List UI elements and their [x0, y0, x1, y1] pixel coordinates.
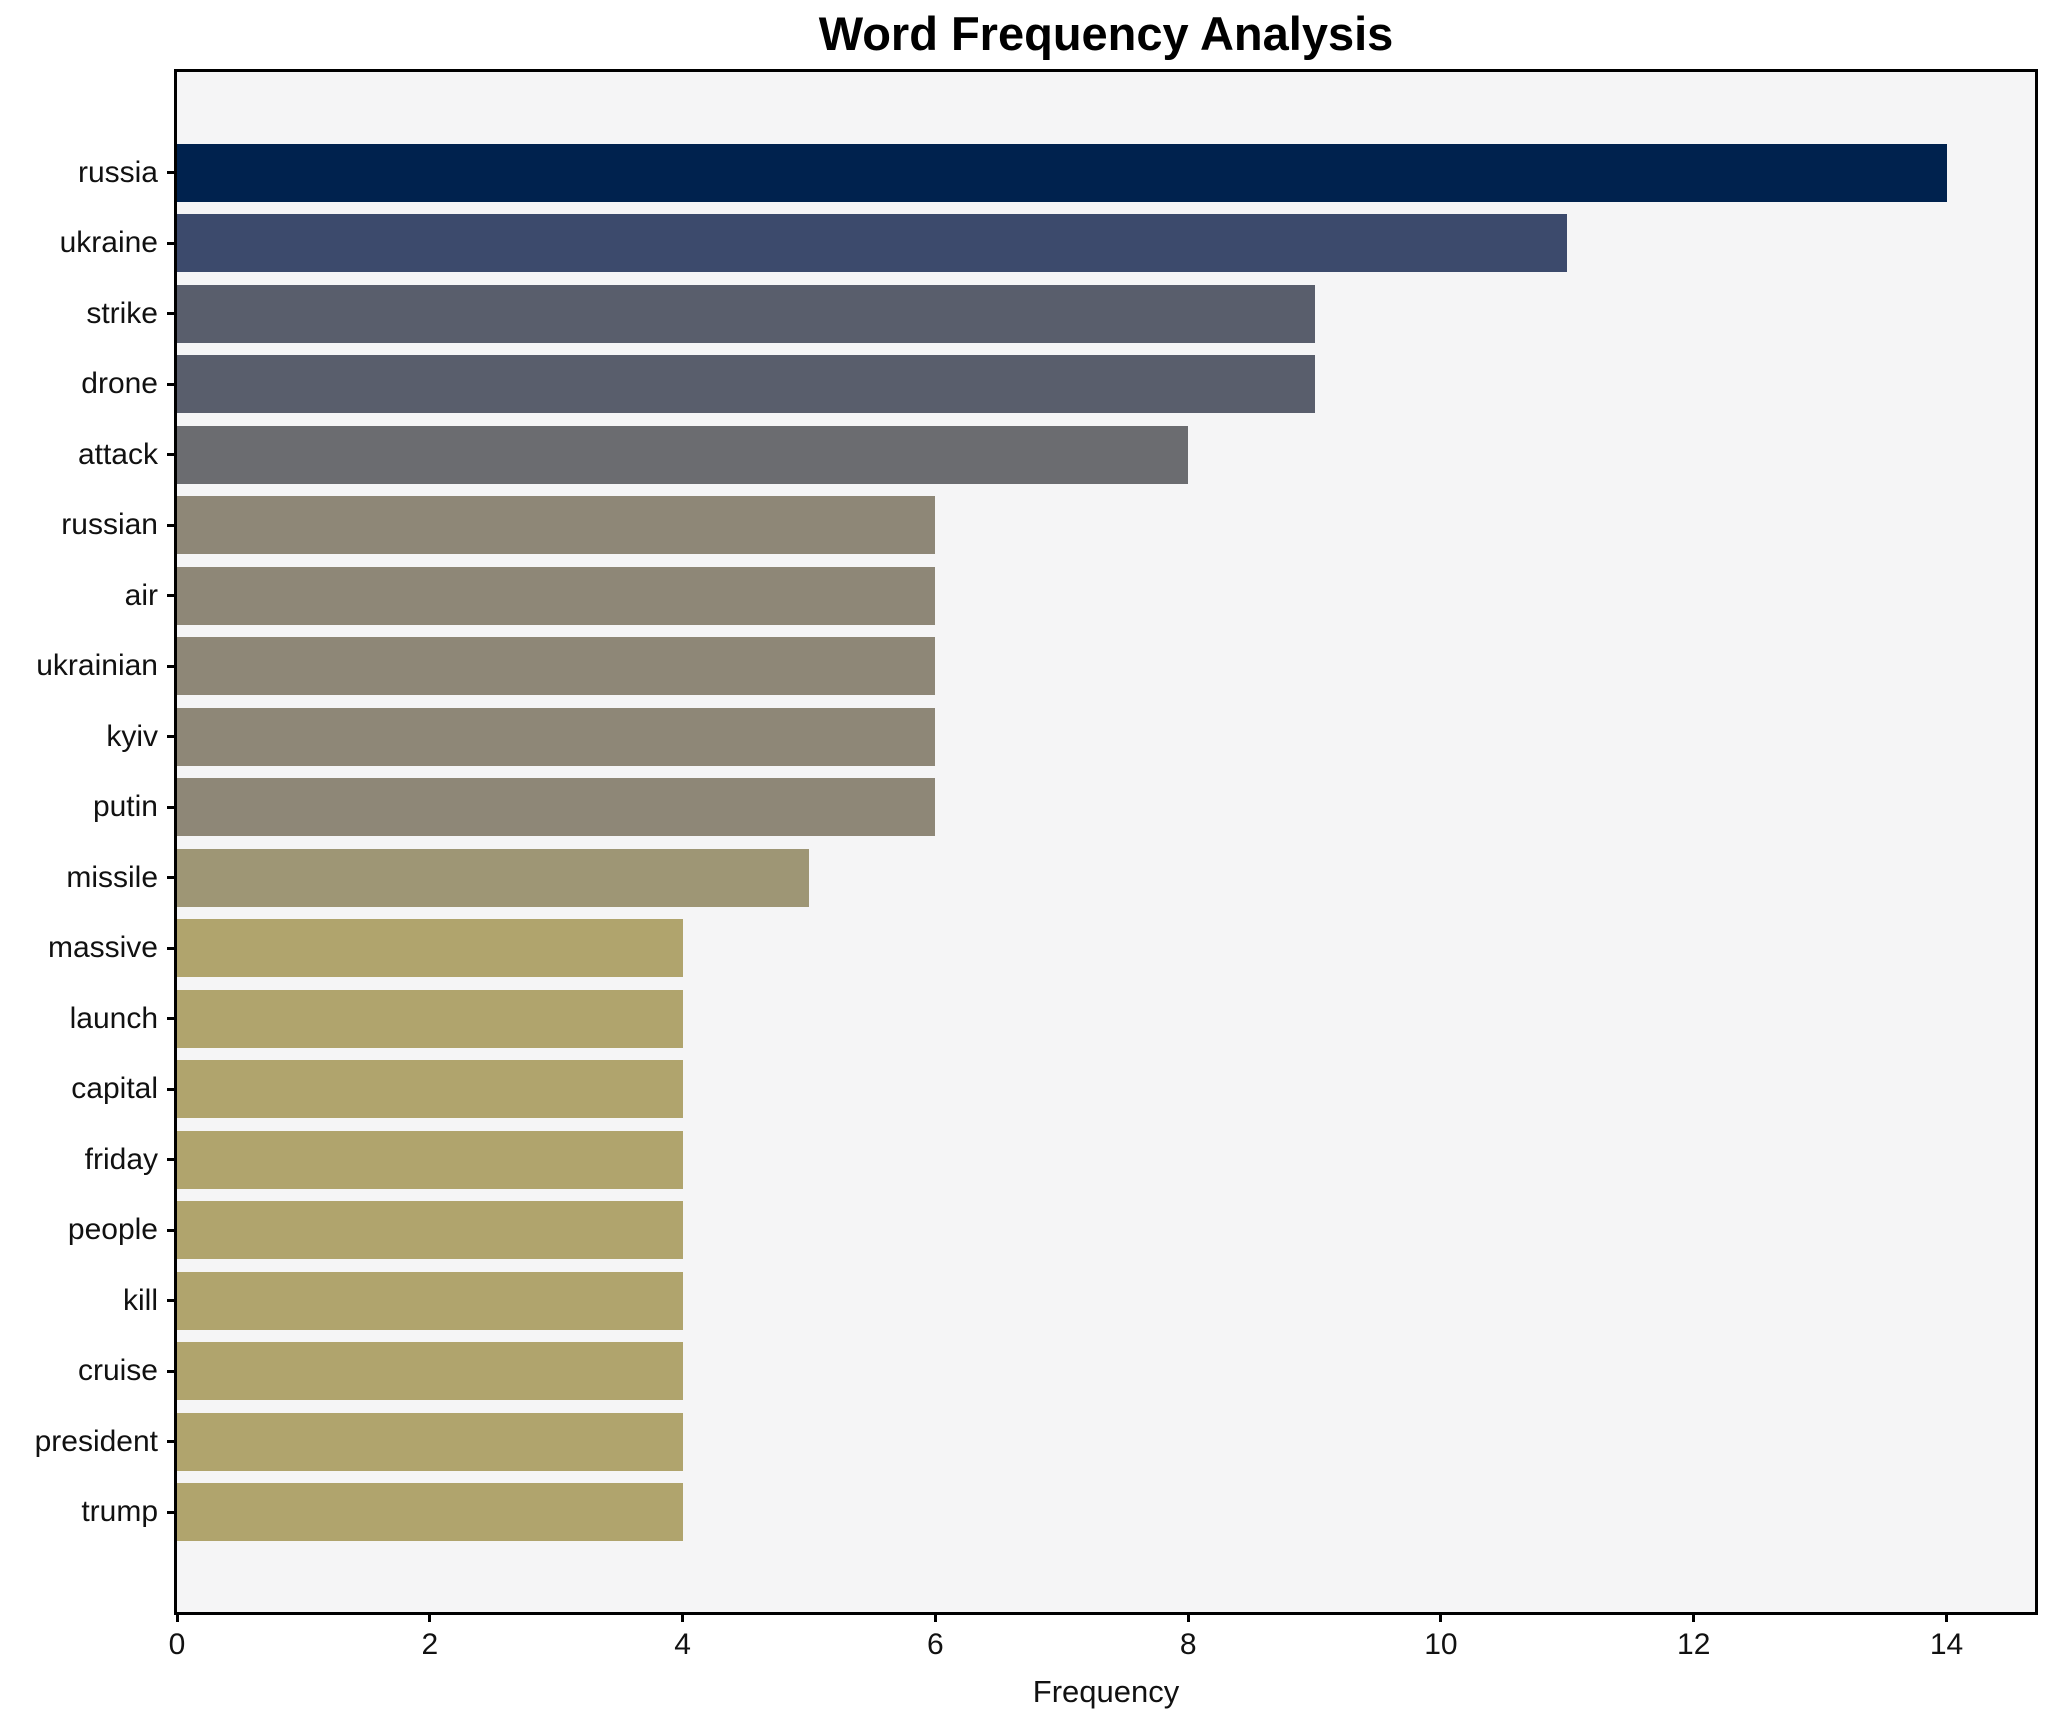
ytick-mark-capital [167, 1087, 177, 1091]
xtick-mark-0 [175, 1612, 179, 1622]
bar-drone [177, 355, 1315, 413]
xtick-mark-10 [1439, 1612, 1443, 1622]
bar-launch [177, 989, 683, 1048]
ytick-mark-kill [167, 1299, 177, 1302]
ytick-label-kyiv: kyiv [106, 719, 158, 753]
ytick-label-president: president [34, 1424, 158, 1458]
ytick-label-friday: friday [84, 1142, 158, 1176]
bar-capital [177, 1060, 683, 1118]
ytick-label-russia: russia [77, 155, 158, 189]
ytick-label-missile: missile [66, 860, 158, 894]
bar-trump [177, 1483, 683, 1541]
ytick-label-cruise: cruise [77, 1354, 158, 1387]
xtick-label-8: 8 [1179, 1628, 1197, 1661]
bar-putin [177, 778, 936, 836]
ytick-label-air: air [124, 578, 158, 612]
ytick-label-attack: attack [77, 437, 158, 471]
ytick-mark-attack [167, 453, 177, 456]
bar-attack [177, 425, 1189, 484]
bar-ukrainian [177, 637, 936, 695]
ytick-label-russian: russian [61, 508, 158, 541]
xtick-mark-12 [1692, 1612, 1696, 1622]
xtick-mark-14 [1945, 1612, 1949, 1622]
ytick-mark-missile [167, 876, 177, 879]
ytick-mark-cruise [167, 1369, 177, 1373]
ytick-mark-russia [167, 171, 177, 174]
bar-russia [177, 143, 1947, 202]
bar-cruise [177, 1342, 683, 1400]
ytick-label-ukrainian: ukrainian [36, 649, 158, 682]
xtick-mark-4 [681, 1612, 685, 1622]
ytick-mark-drone [167, 382, 177, 386]
ytick-mark-friday [167, 1158, 177, 1161]
xtick-label-6: 6 [927, 1628, 944, 1661]
bar-kill [177, 1271, 683, 1330]
bar-missile [177, 848, 809, 907]
ytick-mark-ukrainian [167, 664, 177, 668]
ytick-mark-president [167, 1440, 177, 1443]
ytick-label-capital: capital [71, 1072, 158, 1105]
ytick-mark-strike [167, 312, 177, 315]
bar-strike [177, 284, 1315, 343]
ytick-mark-launch [167, 1017, 177, 1020]
xtick-label-14: 14 [1929, 1628, 1964, 1661]
ytick-label-drone: drone [81, 367, 158, 400]
bar-people [177, 1201, 683, 1259]
ytick-mark-massive [167, 946, 177, 950]
ytick-label-launch: launch [69, 1001, 158, 1035]
bar-ukraine [177, 214, 1568, 272]
ytick-label-putin: putin [92, 790, 158, 823]
x-axis-label: Frequency [1032, 1674, 1180, 1709]
bar-air [177, 566, 936, 625]
bar-president [177, 1412, 683, 1471]
bar-kyiv [177, 707, 936, 766]
ytick-mark-putin [167, 805, 177, 809]
ytick-label-strike: strike [86, 296, 158, 330]
ytick-mark-people [167, 1228, 177, 1232]
ytick-mark-russian [167, 523, 177, 527]
xtick-mark-8 [1186, 1612, 1190, 1622]
ytick-label-massive: massive [47, 931, 158, 964]
xtick-label-0: 0 [168, 1628, 186, 1661]
ytick-mark-kyiv [167, 735, 177, 738]
xtick-label-10: 10 [1424, 1628, 1458, 1661]
xtick-label-12: 12 [1677, 1628, 1711, 1661]
ytick-mark-ukraine [167, 241, 177, 245]
xtick-mark-2 [428, 1612, 432, 1622]
xtick-label-4: 4 [674, 1628, 691, 1661]
xtick-label-2: 2 [421, 1628, 439, 1661]
bar-friday [177, 1130, 683, 1189]
ytick-label-trump: trump [81, 1495, 158, 1528]
ytick-mark-trump [167, 1510, 177, 1514]
ytick-label-people: people [67, 1213, 158, 1246]
bar-russian [177, 496, 936, 554]
ytick-label-ukraine: ukraine [59, 226, 158, 259]
bar-massive [177, 919, 683, 977]
plot-area [174, 69, 2038, 1615]
chart-title: Word Frequency Analysis [818, 7, 1394, 60]
ytick-label-kill: kill [123, 1283, 158, 1317]
ytick-mark-air [167, 594, 177, 597]
xtick-mark-6 [933, 1612, 937, 1622]
